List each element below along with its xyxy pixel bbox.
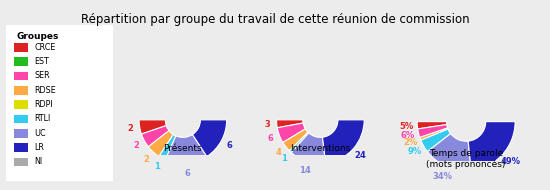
Bar bbox=[14, 72, 28, 80]
Text: EST: EST bbox=[35, 57, 50, 66]
Wedge shape bbox=[277, 120, 303, 128]
Text: 1: 1 bbox=[155, 162, 161, 171]
Text: 2: 2 bbox=[144, 155, 150, 164]
Wedge shape bbox=[277, 123, 305, 142]
Wedge shape bbox=[159, 135, 176, 160]
Wedge shape bbox=[283, 129, 308, 151]
Text: RTLI: RTLI bbox=[35, 114, 51, 124]
Text: Groupes: Groupes bbox=[16, 32, 59, 41]
Text: 6: 6 bbox=[267, 134, 273, 143]
Wedge shape bbox=[292, 133, 326, 164]
Bar bbox=[14, 86, 28, 95]
Text: RDSE: RDSE bbox=[35, 86, 56, 95]
Text: Présents: Présents bbox=[163, 144, 202, 153]
Text: 6: 6 bbox=[227, 141, 233, 150]
Text: RDPI: RDPI bbox=[35, 100, 53, 109]
Wedge shape bbox=[417, 122, 447, 129]
Text: 2: 2 bbox=[133, 141, 139, 150]
Text: 3: 3 bbox=[264, 120, 270, 129]
Text: Interventions: Interventions bbox=[290, 144, 350, 153]
Bar bbox=[14, 43, 28, 52]
Text: 14: 14 bbox=[299, 166, 310, 175]
Bar bbox=[14, 129, 28, 138]
Wedge shape bbox=[417, 125, 448, 138]
Text: UC: UC bbox=[35, 129, 46, 138]
Wedge shape bbox=[192, 120, 227, 157]
Wedge shape bbox=[165, 135, 207, 164]
Wedge shape bbox=[289, 132, 309, 153]
Text: 6: 6 bbox=[184, 169, 190, 178]
Bar bbox=[14, 57, 28, 66]
Text: NI: NI bbox=[35, 158, 42, 166]
Bar bbox=[14, 143, 28, 152]
Text: Temps de parole
(mots prononcés): Temps de parole (mots prononcés) bbox=[426, 149, 506, 169]
Bar bbox=[14, 158, 28, 166]
Text: Répartition par groupe du travail de cette réunion de commission: Répartition par groupe du travail de cet… bbox=[81, 13, 469, 26]
Wedge shape bbox=[148, 131, 173, 157]
Wedge shape bbox=[421, 129, 450, 152]
Wedge shape bbox=[141, 126, 169, 147]
Text: 2: 2 bbox=[127, 124, 133, 133]
Wedge shape bbox=[468, 122, 515, 170]
Wedge shape bbox=[322, 120, 364, 163]
Wedge shape bbox=[139, 120, 166, 134]
Text: 6%: 6% bbox=[401, 131, 415, 140]
Text: CRCE: CRCE bbox=[35, 43, 56, 52]
Text: 4: 4 bbox=[276, 148, 281, 157]
Text: 34%: 34% bbox=[433, 172, 453, 181]
Bar bbox=[14, 115, 28, 123]
Text: LR: LR bbox=[35, 143, 45, 152]
FancyBboxPatch shape bbox=[3, 22, 115, 184]
Text: 1: 1 bbox=[281, 154, 287, 163]
Wedge shape bbox=[420, 128, 448, 140]
Wedge shape bbox=[427, 134, 471, 171]
Text: 5%: 5% bbox=[399, 122, 414, 131]
Text: 2%: 2% bbox=[403, 138, 417, 147]
Text: SER: SER bbox=[35, 71, 50, 80]
Text: 9%: 9% bbox=[408, 147, 421, 156]
Text: 49%: 49% bbox=[500, 157, 520, 166]
Text: 24: 24 bbox=[355, 151, 366, 160]
Bar bbox=[14, 101, 28, 109]
